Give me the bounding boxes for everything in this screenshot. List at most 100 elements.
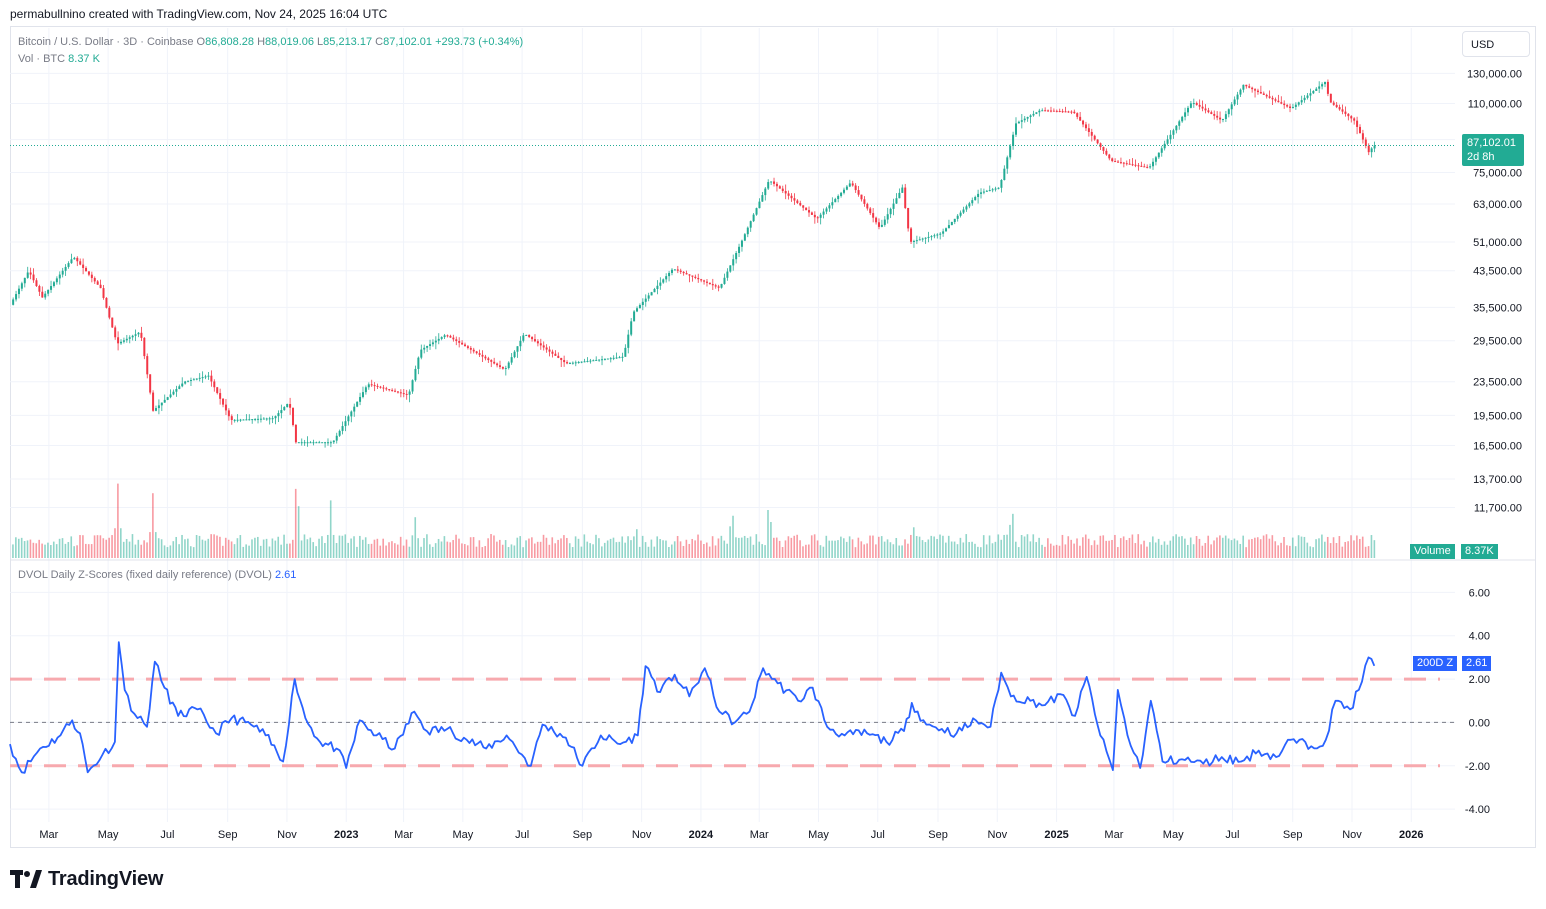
candle <box>431 342 434 345</box>
volume-bar <box>15 537 17 558</box>
candle <box>17 288 20 295</box>
currency-button[interactable]: USD <box>1462 31 1530 57</box>
candle <box>641 301 644 306</box>
volume-bar <box>755 534 758 558</box>
volume-bar <box>1326 536 1329 558</box>
volume-bar <box>688 543 691 558</box>
volume-bar <box>1117 547 1119 558</box>
volume-bar <box>1239 543 1242 558</box>
volume-bar <box>1082 537 1084 558</box>
candle <box>446 335 449 337</box>
candle <box>67 263 70 267</box>
volume-bar <box>1245 547 1247 558</box>
volume-bar <box>367 543 370 558</box>
candle <box>140 332 143 338</box>
volume-bar <box>1172 536 1175 558</box>
volume-bar <box>434 543 437 558</box>
volume-bar <box>1335 543 1338 558</box>
candle <box>1198 104 1201 107</box>
volume-bar <box>449 542 452 558</box>
candle <box>942 231 945 234</box>
volume-bar <box>429 544 431 558</box>
volume-bar <box>670 544 673 558</box>
candle <box>866 203 869 209</box>
volume-bar <box>44 544 46 558</box>
volume-bar <box>120 528 122 558</box>
candle <box>927 236 930 238</box>
volume-bar <box>487 538 489 558</box>
candle <box>606 358 609 360</box>
volume-bar <box>1096 544 1099 558</box>
candle <box>598 359 601 361</box>
volume-bar <box>283 534 285 558</box>
volume-bar <box>187 538 189 558</box>
volume-bar <box>761 544 763 558</box>
volume-bar <box>52 541 55 558</box>
candle <box>630 321 633 335</box>
volume-bar <box>90 544 93 558</box>
volume-bar <box>152 493 154 558</box>
volume-bar <box>1067 536 1070 558</box>
volume-bar <box>580 546 583 558</box>
candle <box>1087 128 1090 132</box>
volume-bar <box>662 540 664 558</box>
candle <box>283 407 286 411</box>
volume-bar <box>1003 534 1005 558</box>
candle <box>1224 114 1227 120</box>
volume-bar <box>1146 546 1148 558</box>
candle <box>90 274 93 279</box>
candle <box>571 362 574 364</box>
volume-bar <box>825 535 828 558</box>
candle <box>257 418 260 420</box>
volume-bar <box>134 544 137 558</box>
candle <box>1137 165 1140 167</box>
candle <box>1052 110 1055 112</box>
volume-bar <box>292 539 294 558</box>
candle <box>676 269 679 271</box>
candle <box>222 398 225 405</box>
candle <box>268 418 271 420</box>
volume-bar <box>504 540 507 558</box>
volume-bar <box>324 542 326 558</box>
candle <box>318 442 321 444</box>
tradingview-logo[interactable]: TradingView <box>10 866 163 892</box>
volume-bar <box>624 542 626 558</box>
candle <box>1309 93 1312 96</box>
volume-bar <box>353 536 355 558</box>
candle <box>574 362 577 364</box>
candle <box>545 347 548 350</box>
candle <box>982 191 985 193</box>
candle <box>851 183 854 186</box>
candle <box>583 361 586 363</box>
volume-bar <box>703 544 705 558</box>
volume-bar <box>195 535 198 558</box>
volume-bar <box>394 543 396 558</box>
volume-bar <box>536 541 539 558</box>
volume-bar <box>184 539 186 558</box>
volume-bar <box>895 537 898 558</box>
candle <box>705 281 708 283</box>
volume-bar <box>274 540 277 558</box>
candle <box>802 205 805 208</box>
candle <box>306 442 309 444</box>
volume-bar <box>743 535 746 558</box>
volume-bar <box>863 544 866 558</box>
volume-bar <box>621 536 624 558</box>
candle <box>47 289 50 294</box>
candle <box>566 362 569 364</box>
candle <box>1367 145 1370 153</box>
volume-bar <box>612 537 615 558</box>
candle <box>1254 89 1257 91</box>
volume-bar <box>586 541 589 558</box>
candle <box>219 393 222 399</box>
volume-bar <box>175 536 177 558</box>
candle <box>1294 104 1297 107</box>
time-tick-label: Jul <box>871 829 885 841</box>
close-value: 87,102.01 <box>383 36 433 48</box>
volume-bars <box>12 483 1376 558</box>
volume-bar <box>38 539 40 558</box>
candle <box>670 269 673 273</box>
candle <box>233 419 236 421</box>
candle <box>647 295 650 299</box>
